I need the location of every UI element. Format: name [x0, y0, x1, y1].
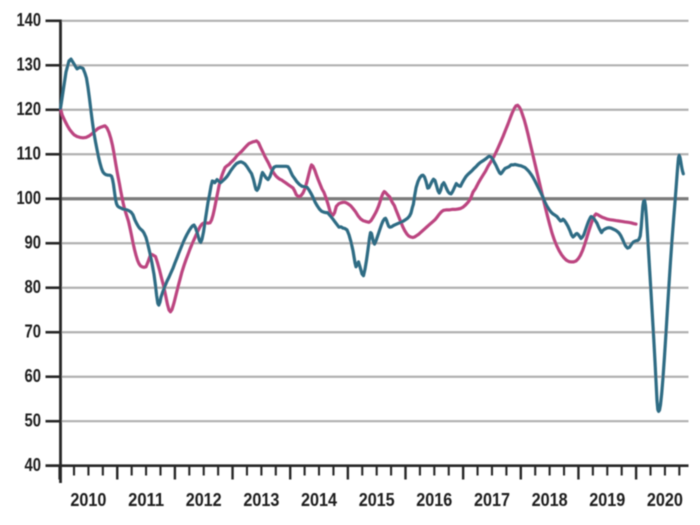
svg-text:2020: 2020: [647, 490, 683, 510]
svg-text:2013: 2013: [243, 490, 279, 510]
svg-text:50: 50: [25, 410, 42, 430]
svg-text:2017: 2017: [474, 490, 510, 510]
svg-text:2010: 2010: [70, 490, 106, 510]
svg-text:2019: 2019: [589, 490, 625, 510]
svg-text:2016: 2016: [416, 490, 452, 510]
svg-text:120: 120: [17, 99, 42, 119]
svg-text:2015: 2015: [359, 490, 395, 510]
svg-text:2012: 2012: [186, 490, 222, 510]
svg-text:40: 40: [25, 455, 42, 475]
svg-text:130: 130: [17, 55, 42, 75]
svg-text:90: 90: [25, 233, 42, 253]
svg-text:100: 100: [17, 188, 42, 208]
svg-text:60: 60: [25, 366, 42, 386]
svg-text:2018: 2018: [532, 490, 568, 510]
svg-text:80: 80: [25, 277, 42, 297]
svg-text:2011: 2011: [128, 490, 164, 510]
svg-text:70: 70: [25, 321, 42, 341]
svg-text:110: 110: [17, 144, 42, 164]
svg-text:2014: 2014: [301, 490, 337, 510]
svg-text:140: 140: [17, 10, 42, 30]
